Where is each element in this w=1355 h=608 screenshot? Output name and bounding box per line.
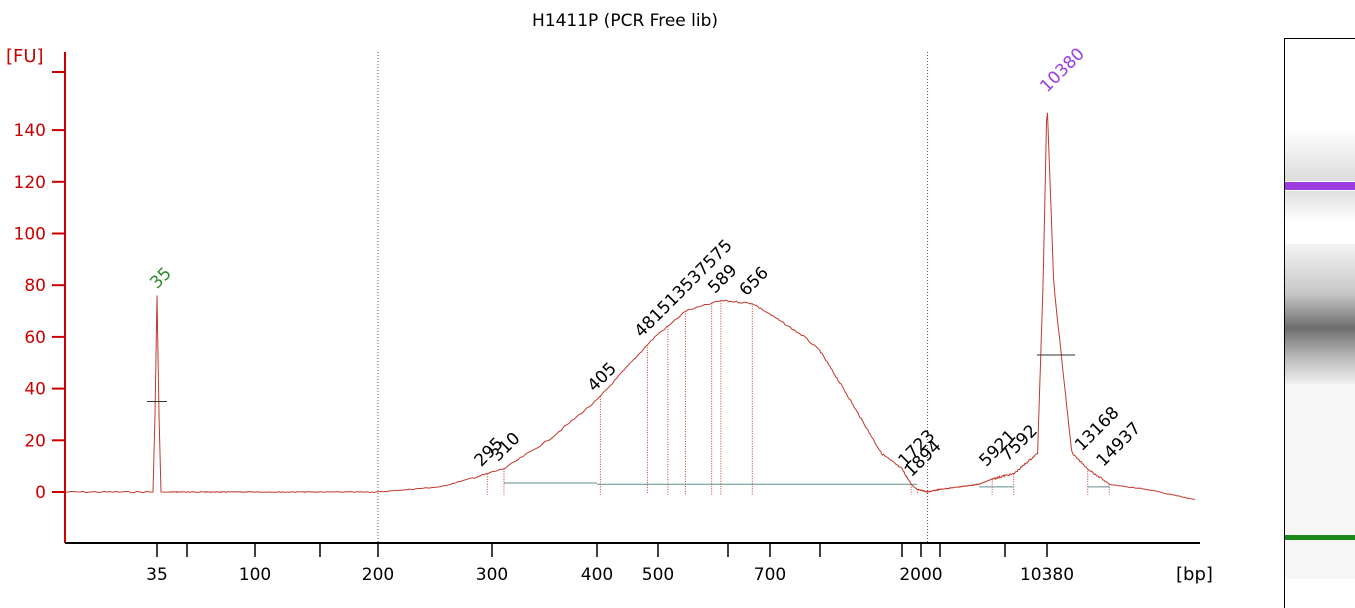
x-axis-label: [bp] xyxy=(1176,564,1213,585)
x-tick-label: 300 xyxy=(476,565,508,585)
marker-label: 35 xyxy=(146,264,175,293)
marker-label: 10380 xyxy=(1036,44,1088,96)
peak-label: 405 xyxy=(584,359,621,396)
peak-label: 656 xyxy=(736,263,773,300)
x-tick-label: 700 xyxy=(754,565,786,585)
x-tick-label: 200 xyxy=(362,565,394,585)
chart-title: H1411P (PCR Free lib) xyxy=(532,11,718,31)
y-tick-label: 0 xyxy=(35,483,46,503)
gel-band-lower-marker xyxy=(1285,535,1355,540)
y-tick-label: 140 xyxy=(14,121,46,141)
gel-lane xyxy=(1284,38,1355,608)
electropherogram: H1411P (PCR Free lib) [FU] [bp] 0 20 40 60 8… xyxy=(6,11,1213,585)
electropherogram-trace xyxy=(64,112,1196,500)
x-tick-label: 10380 xyxy=(1020,565,1074,585)
y-tick-label: 80 xyxy=(24,276,46,296)
gel-band-upper-marker xyxy=(1285,182,1355,190)
y-axis-label: [FU] xyxy=(6,46,44,67)
x-tick-label: 500 xyxy=(642,565,674,585)
x-tick-label: 2000 xyxy=(899,565,942,585)
y-tick-label: 20 xyxy=(24,431,46,451)
x-tick-label: 35 xyxy=(146,565,168,585)
y-tick-label: 40 xyxy=(24,380,46,400)
gel-band-smear xyxy=(1285,244,1355,384)
x-tick-label: 100 xyxy=(239,565,271,585)
y-tick-label: 100 xyxy=(14,225,46,245)
x-tick-label: 400 xyxy=(581,565,613,585)
y-tick-label: 60 xyxy=(24,328,46,348)
y-tick-label: 120 xyxy=(14,173,46,193)
